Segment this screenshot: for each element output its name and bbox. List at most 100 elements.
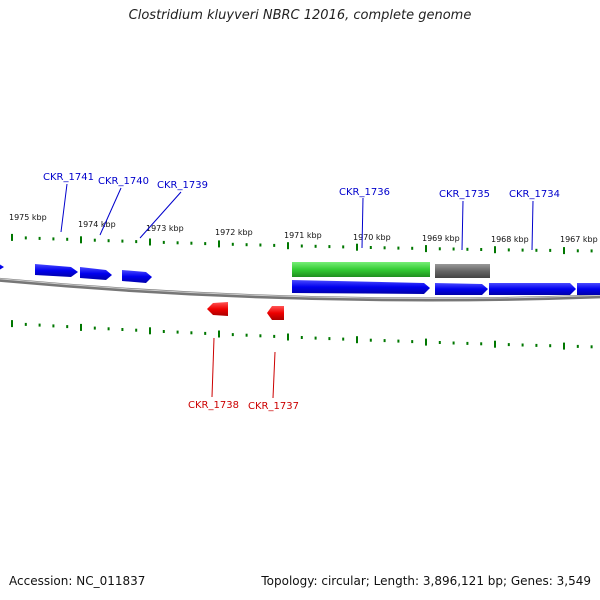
scale-tick — [521, 343, 524, 347]
scale-tick — [342, 245, 345, 249]
scale-tick — [576, 344, 579, 348]
scale-tick — [328, 245, 331, 249]
scale-tick — [438, 247, 441, 251]
gene-arrow-ckr-1741[interactable] — [35, 264, 78, 277]
scale-tick — [466, 341, 469, 345]
scale-tick — [135, 240, 138, 244]
scale-tick — [563, 342, 565, 350]
gene-label-ckr-1741[interactable]: CKR_1741 — [43, 172, 94, 183]
scale-tick — [273, 243, 276, 247]
scale-tick — [121, 328, 124, 331]
scale-tick — [176, 241, 179, 245]
scale-tick — [80, 323, 82, 331]
scale-label: 1973 kbp — [146, 224, 184, 233]
leader-line — [531, 200, 534, 251]
scale-tick — [425, 338, 427, 346]
scale-tick — [342, 337, 345, 341]
scale-tick — [494, 340, 496, 348]
scale-tick — [369, 246, 372, 249]
gene-label-ckr-1740[interactable]: CKR_1740 — [98, 176, 149, 187]
scale-tick — [162, 240, 165, 244]
genome-backbone — [0, 277, 600, 302]
scale-tick — [383, 246, 386, 250]
scale-tick — [273, 334, 276, 338]
scale-tick — [149, 238, 151, 246]
leader-line — [461, 200, 464, 251]
scale-tick — [24, 322, 27, 326]
scale-tick — [135, 328, 138, 332]
scale-tick — [397, 246, 400, 250]
scale-tick — [66, 325, 69, 329]
scale-tick — [11, 233, 13, 241]
rna-feature-block[interactable] — [292, 262, 430, 277]
scale-tick — [535, 248, 538, 252]
scale-ticks-bottom — [11, 320, 593, 350]
scale-tick — [300, 336, 303, 339]
scale-tick — [300, 244, 303, 248]
gene-labels: CKR_1741 CKR_1740 CKR_1739 CKR_1738 CKR_… — [43, 172, 560, 412]
gene-arrow[interactable] — [577, 283, 600, 295]
scale-label: 1969 kbp — [422, 234, 460, 243]
feature-blocks — [292, 262, 490, 278]
scale-tick — [590, 249, 593, 253]
scale-tick — [452, 341, 455, 345]
pseudo-feature-block[interactable] — [435, 264, 490, 278]
gene-leader-lines — [60, 183, 534, 399]
scale-tick — [383, 339, 386, 343]
gene-label-ckr-1734[interactable]: CKR_1734 — [509, 189, 560, 200]
scale-tick — [411, 246, 414, 250]
leader-line — [361, 197, 364, 249]
scale-tick — [176, 330, 179, 334]
leader-line — [99, 187, 122, 236]
scale-tick — [480, 342, 483, 346]
gene-arrow-ckr-1739[interactable] — [122, 270, 152, 283]
scale-tick — [494, 246, 496, 254]
scale-tick — [314, 336, 317, 340]
gene-label-ckr-1735[interactable]: CKR_1735 — [439, 189, 490, 200]
gene-arrow-ckr-1737[interactable] — [267, 306, 284, 320]
scale-tick — [204, 331, 207, 335]
scale-tick — [411, 340, 414, 344]
gene-arrow[interactable] — [0, 262, 4, 272]
scale-tick — [107, 239, 110, 243]
scale-tick — [356, 243, 358, 251]
gene-arrow-ckr-1736[interactable] — [292, 280, 430, 294]
scale-tick — [121, 239, 124, 243]
leader-line — [139, 191, 182, 239]
scale-tick — [452, 247, 455, 251]
scale-tick — [480, 248, 483, 251]
scale-tick — [245, 333, 248, 337]
leader-line — [60, 183, 68, 233]
scale-tick — [369, 338, 372, 342]
scale-tick — [397, 339, 400, 343]
scale-label: 1975 kbp — [9, 213, 47, 222]
scale-tick — [149, 327, 151, 335]
scale-tick — [11, 320, 13, 328]
scale-tick — [507, 248, 510, 252]
reverse-strand-genes — [207, 302, 284, 320]
scale-labels: 1975 kbp 1974 kbp 1973 kbp 1972 kbp 1971… — [9, 213, 598, 244]
scale-tick — [287, 242, 289, 250]
scale-label: 1968 kbp — [491, 235, 529, 244]
gene-label-ckr-1738[interactable]: CKR_1738 — [188, 400, 239, 411]
gene-label-ckr-1739[interactable]: CKR_1739 — [157, 180, 208, 191]
gene-arrow-ckr-1735[interactable] — [435, 283, 488, 295]
scale-tick — [231, 242, 234, 246]
scale-tick — [314, 244, 317, 248]
gene-label-ckr-1737[interactable]: CKR_1737 — [248, 401, 299, 412]
gene-arrow-ckr-1740[interactable] — [80, 267, 112, 280]
scale-label: 1971 kbp — [284, 231, 322, 240]
gene-label-ckr-1736[interactable]: CKR_1736 — [339, 187, 390, 198]
scale-tick — [218, 240, 220, 248]
map-title: Clostridium kluyveri NBRC 12016, complet… — [128, 8, 472, 23]
scale-tick — [535, 343, 538, 347]
scale-tick — [507, 343, 510, 347]
genome-backbone-highlight — [0, 278, 600, 300]
gene-arrow-ckr-1734[interactable] — [489, 283, 576, 295]
scale-tick — [259, 334, 262, 338]
scale-tick — [231, 333, 234, 337]
scale-tick — [38, 323, 41, 327]
scale-tick — [162, 330, 165, 333]
gene-arrow-ckr-1738[interactable] — [207, 302, 228, 316]
